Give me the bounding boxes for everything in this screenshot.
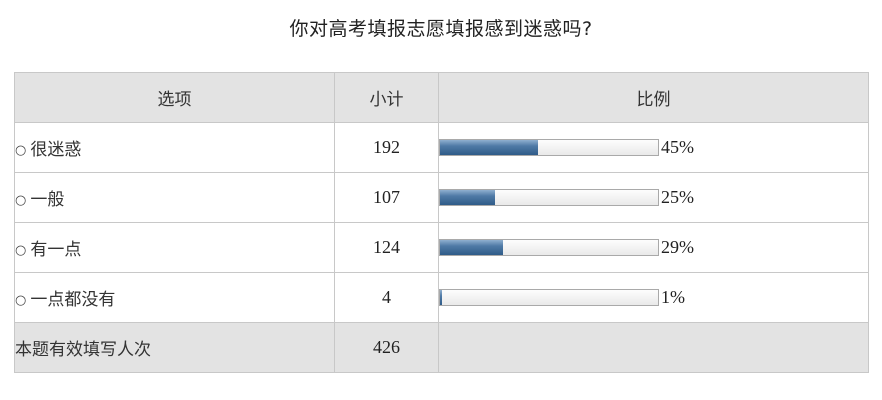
total-count: 426 [334, 322, 439, 373]
header-count: 小计 [334, 72, 439, 123]
header-ratio: 比例 [438, 72, 869, 123]
ratio-bar-fill [440, 240, 504, 255]
header-option: 选项 [14, 72, 335, 123]
ratio-bar-fill [440, 290, 443, 305]
ratio-cell: 45% [438, 122, 869, 173]
ratio-bar-fill [440, 140, 539, 155]
count-cell: 192 [334, 122, 439, 173]
ratio-bar-track [439, 239, 659, 256]
option-cell: ○ 一点都没有 [14, 272, 335, 323]
radio-bullet-icon: ○ [15, 193, 27, 208]
option-cell: ○ 有一点 [14, 222, 335, 273]
ratio-percent-label: 29% [661, 237, 694, 257]
ratio-cell: 29% [438, 222, 869, 273]
table-row: ○ 很迷惑 192 45% [14, 122, 869, 173]
option-label: 一点都没有 [30, 290, 116, 310]
ratio-bar-track [439, 289, 659, 306]
option-cell: ○ 一般 [14, 172, 335, 223]
ratio-cell: 25% [438, 172, 869, 223]
survey-results-table: 选项 小计 比例 ○ 很迷惑 192 45% ○ 一般 107 25% ○ 有一 [14, 72, 869, 373]
total-row: 本题有效填写人次 426 [14, 322, 869, 373]
table-row: ○ 有一点 124 29% [14, 222, 869, 273]
radio-bullet-icon: ○ [15, 243, 27, 258]
option-label: 一般 [30, 190, 65, 210]
ratio-bar-track [439, 139, 659, 156]
total-label: 本题有效填写人次 [14, 322, 335, 373]
radio-bullet-icon: ○ [15, 293, 27, 308]
ratio-cell: 1% [438, 272, 869, 323]
option-label: 很迷惑 [30, 140, 82, 160]
count-cell: 107 [334, 172, 439, 223]
count-cell: 124 [334, 222, 439, 273]
table-row: ○ 一点都没有 4 1% [14, 272, 869, 323]
option-label: 有一点 [30, 240, 82, 260]
ratio-percent-label: 1% [661, 287, 685, 307]
count-cell: 4 [334, 272, 439, 323]
header-row: 选项 小计 比例 [14, 72, 869, 123]
option-cell: ○ 很迷惑 [14, 122, 335, 173]
ratio-percent-label: 45% [661, 137, 694, 157]
table-row: ○ 一般 107 25% [14, 172, 869, 223]
radio-bullet-icon: ○ [15, 143, 27, 158]
ratio-percent-label: 25% [661, 187, 694, 207]
ratio-bar-track [439, 189, 659, 206]
ratio-bar-fill [440, 190, 495, 205]
chart-title: 你对高考填报志愿填报感到迷惑吗? [289, 18, 593, 40]
total-empty-cell [438, 322, 869, 373]
